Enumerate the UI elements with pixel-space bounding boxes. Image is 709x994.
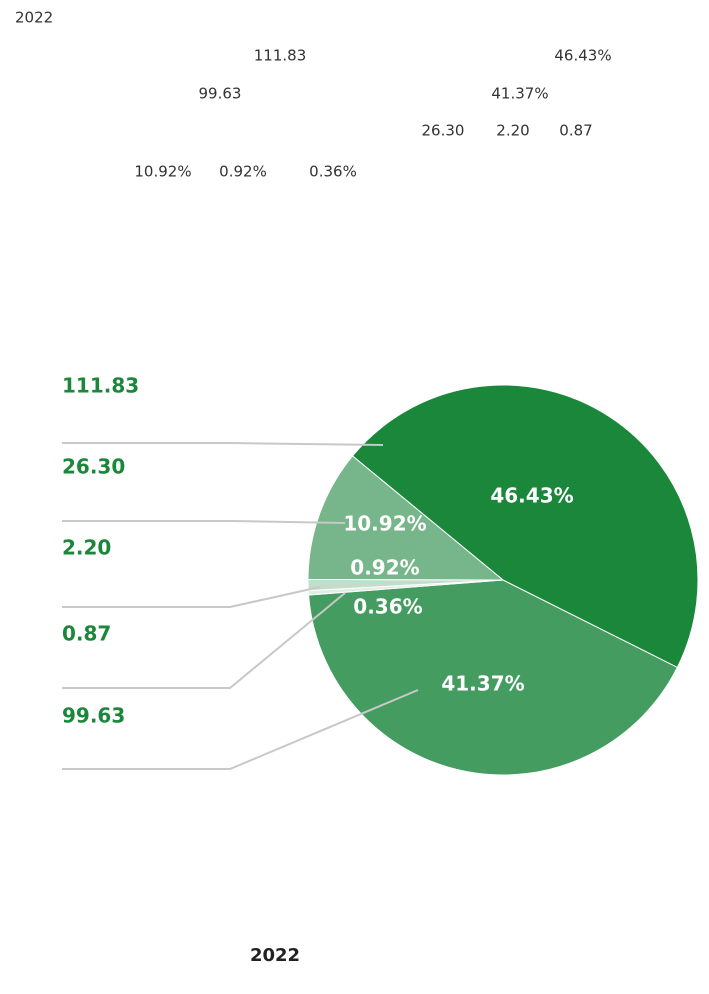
- slice-label: 0.92%: [350, 556, 419, 580]
- pie-slice: [351, 384, 699, 669]
- amount-label: 2.20: [62, 536, 111, 560]
- summary-amount: 2.20: [496, 122, 529, 140]
- slice-label: 41.37%: [441, 672, 524, 696]
- summary-amount: 99.63: [199, 85, 242, 103]
- leader-line: [62, 442, 384, 446]
- leader-line: [62, 586, 321, 608]
- heading: 2022: [15, 9, 53, 27]
- slice-label: 46.43%: [490, 484, 573, 508]
- summary-share: 46.43%: [554, 47, 611, 65]
- pie-slice: [308, 579, 678, 776]
- leader-line: [62, 520, 346, 524]
- slice-label: 0.36%: [353, 595, 422, 619]
- amount-label: 0.87: [62, 622, 111, 646]
- amount-label: 99.63: [62, 704, 125, 728]
- leader-line: [62, 689, 419, 770]
- summary-share: 0.36%: [309, 163, 357, 181]
- amount-label: 26.30: [62, 455, 125, 479]
- leader-line: [62, 592, 346, 689]
- summary-share: 0.92%: [219, 163, 267, 181]
- summary-amount: 26.30: [422, 122, 465, 140]
- amount-label: 111.83: [62, 374, 139, 398]
- pie-slice: [307, 455, 505, 581]
- slice-label: 10.92%: [343, 512, 426, 536]
- chart-title: 2022: [250, 945, 300, 966]
- summary-amount: 0.87: [559, 122, 592, 140]
- summary-share: 41.37%: [491, 85, 548, 103]
- summary-amount: 111.83: [254, 47, 307, 65]
- summary-share: 10.92%: [134, 163, 191, 181]
